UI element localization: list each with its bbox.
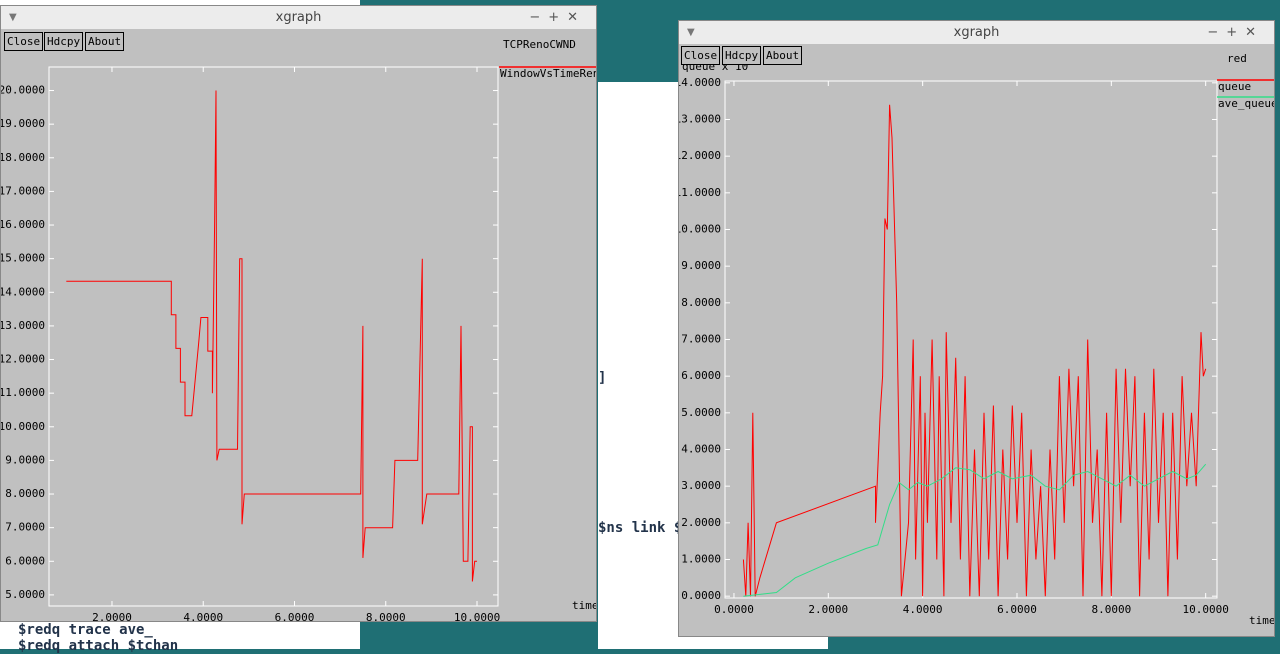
button[interactable]: Close xyxy=(681,46,721,65)
window-controls[interactable]: −+✕ xyxy=(1207,25,1264,40)
x-tick-label: 10.0000 xyxy=(1182,603,1228,616)
plot-frame xyxy=(48,66,499,607)
window-title: xgraph xyxy=(953,25,1000,40)
x-axis-label: time xyxy=(572,599,596,612)
y-tick-label: 6.0000 xyxy=(681,369,721,382)
y-tick-label: 9.0000 xyxy=(681,259,721,272)
y-tick-label: 2.0000 xyxy=(681,516,721,529)
window-title: xgraph xyxy=(275,10,322,25)
chart-title: red xyxy=(1227,52,1247,65)
button[interactable]: About xyxy=(85,32,125,51)
title-bar: ▼ xgraph −+✕ xyxy=(1,6,596,29)
x-tick-label: 6.0000 xyxy=(275,611,315,621)
window-menu[interactable]: ▼ xyxy=(9,12,17,23)
data-line xyxy=(743,463,1207,597)
y-tick-label: 12.0000 xyxy=(1,353,45,366)
window-controls[interactable]: −+✕ xyxy=(529,10,586,25)
legend-label: ave_queue xyxy=(1218,97,1274,110)
y-tick-label: 5.0000 xyxy=(5,588,45,601)
button[interactable]: About xyxy=(763,46,803,65)
x-tick-label: 8.0000 xyxy=(366,611,406,621)
y-tick-label: 10.0000 xyxy=(679,223,721,236)
x-tick-label: 6.0000 xyxy=(997,603,1037,616)
x-tick-label: 0.0000 xyxy=(714,603,754,616)
x-axis-label: time xyxy=(1249,614,1274,627)
x-tick-label: 10.0000 xyxy=(454,611,500,621)
y-tick-label: 10.0000 xyxy=(1,420,45,433)
button[interactable]: Hdcpy xyxy=(44,32,84,51)
legend-label: queue xyxy=(1218,80,1251,93)
terminal-line: ] xyxy=(598,370,607,386)
y-tick-label: 4.0000 xyxy=(681,443,721,456)
y-tick-label: 8.0000 xyxy=(681,296,721,309)
y-tick-label: 9.0000 xyxy=(5,453,45,466)
y-tick-label: 7.0000 xyxy=(681,333,721,346)
window-menu[interactable]: ▼ xyxy=(687,27,695,38)
y-tick-label: 19.0000 xyxy=(1,117,45,130)
terminal-line: $ns link $ xyxy=(598,520,683,536)
y-tick-label: 17.0000 xyxy=(1,184,45,197)
y-tick-label: 14.0000 xyxy=(1,285,45,298)
plot-frame xyxy=(724,80,1218,599)
y-tick-label: 13.0000 xyxy=(679,113,721,126)
terminal-line: $redq attach $tchan xyxy=(18,638,179,654)
y-tick-label: 15.0000 xyxy=(1,252,45,265)
y-tick-label: 12.0000 xyxy=(679,149,721,162)
x-tick-label: 2.0000 xyxy=(808,603,848,616)
y-tick-label: 0.0000 xyxy=(681,589,721,602)
y-tick-label: 6.0000 xyxy=(5,554,45,567)
button[interactable]: Close xyxy=(4,32,44,51)
x-tick-label: 4.0000 xyxy=(903,603,943,616)
y-tick-label: 20.0000 xyxy=(1,84,45,97)
data-line xyxy=(66,90,477,582)
y-tick-label: 7.0000 xyxy=(5,521,45,534)
button[interactable]: Hdcpy xyxy=(722,46,762,65)
y-tick-label: 3.0000 xyxy=(681,479,721,492)
data-line xyxy=(742,104,1207,597)
y-tick-label: 5.0000 xyxy=(681,406,721,419)
y-tick-label: 8.0000 xyxy=(5,487,45,500)
legend-label: WindowVsTimeReno xyxy=(500,67,596,80)
y-tick-label: 13.0000 xyxy=(1,319,45,332)
x-tick-label: 4.0000 xyxy=(183,611,223,621)
y-tick-label: 18.0000 xyxy=(1,151,45,164)
xgraph-window: ▼ xgraph −+✕ Close Hdcpy About TCPRenoCW… xyxy=(0,5,597,622)
y-tick-label: 16.0000 xyxy=(1,218,45,231)
terminal-line: $redq trace ave_ xyxy=(18,622,153,638)
plot: TCPRenoCWND time 5.0000 6.0000 7.0000 8.0000 9… xyxy=(1,38,596,621)
x-tick-label: 8.0000 xyxy=(1091,603,1131,616)
chart-title: TCPRenoCWND xyxy=(503,38,576,51)
title-bar: ▼ xgraph −+✕ xyxy=(679,21,1274,44)
y-tick-label: 1.0000 xyxy=(681,553,721,566)
y-tick-label: 11.0000 xyxy=(1,386,45,399)
y-tick-label: 11.0000 xyxy=(679,186,721,199)
xgraph-window: ▼ xgraph −+✕ Close Hdcpy About red time qu… xyxy=(678,20,1275,637)
x-tick-label: 2.0000 xyxy=(92,611,132,621)
y-tick-label: 14.0000 xyxy=(679,76,721,89)
